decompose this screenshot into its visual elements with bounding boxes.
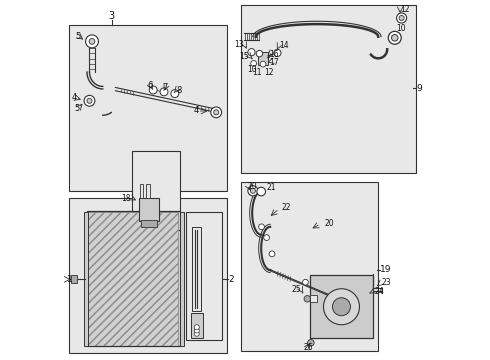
Text: 2: 2 — [228, 275, 234, 284]
Bar — [141, 220, 157, 227]
Text: 23: 23 — [381, 278, 391, 287]
Circle shape — [194, 331, 199, 336]
Text: 4: 4 — [72, 93, 77, 102]
Bar — [71, 275, 77, 283]
Text: 18: 18 — [122, 194, 131, 202]
Bar — [310, 295, 317, 302]
Text: 19: 19 — [380, 266, 392, 275]
Circle shape — [251, 60, 257, 66]
Text: 24: 24 — [374, 287, 384, 296]
Bar — [180, 212, 184, 346]
Circle shape — [333, 298, 350, 316]
Text: 13: 13 — [234, 40, 244, 49]
Text: 10: 10 — [247, 65, 257, 74]
Circle shape — [89, 39, 95, 44]
Circle shape — [399, 15, 404, 21]
Circle shape — [388, 31, 401, 44]
Text: 21: 21 — [267, 184, 276, 193]
Circle shape — [323, 289, 360, 325]
Text: 20: 20 — [248, 182, 258, 191]
Circle shape — [248, 186, 258, 196]
Circle shape — [214, 110, 219, 115]
Text: 17: 17 — [270, 58, 279, 67]
Text: 10: 10 — [396, 24, 406, 33]
Text: 8: 8 — [176, 86, 182, 95]
Circle shape — [392, 35, 398, 41]
Circle shape — [87, 98, 92, 103]
Text: 3: 3 — [109, 11, 115, 21]
Text: 5: 5 — [74, 104, 79, 113]
Bar — [69, 25, 227, 191]
Text: 26: 26 — [303, 343, 313, 352]
Bar — [186, 212, 221, 340]
Text: 12: 12 — [265, 68, 274, 77]
Circle shape — [274, 49, 281, 57]
Text: 4: 4 — [194, 107, 199, 116]
Bar — [242, 5, 416, 173]
Circle shape — [303, 279, 308, 285]
Text: 12: 12 — [400, 5, 410, 14]
Bar — [146, 184, 149, 198]
Circle shape — [160, 88, 168, 96]
Circle shape — [257, 187, 266, 196]
Circle shape — [149, 86, 157, 94]
Text: 16: 16 — [270, 50, 279, 59]
Bar — [84, 212, 88, 346]
Text: 5: 5 — [75, 32, 80, 41]
Text: 1: 1 — [67, 275, 73, 284]
Circle shape — [396, 13, 407, 23]
Bar — [87, 211, 180, 346]
Bar — [310, 275, 373, 338]
Text: 6: 6 — [147, 81, 152, 90]
Circle shape — [256, 50, 263, 57]
Circle shape — [84, 95, 95, 106]
Circle shape — [211, 107, 221, 118]
Bar — [139, 198, 159, 221]
Circle shape — [304, 296, 311, 302]
Circle shape — [250, 188, 255, 193]
Circle shape — [264, 235, 270, 240]
Circle shape — [269, 251, 275, 257]
Circle shape — [171, 90, 179, 98]
Text: 14: 14 — [280, 41, 289, 50]
Bar — [242, 182, 378, 351]
Bar — [88, 212, 178, 346]
Text: 7: 7 — [162, 83, 168, 92]
Circle shape — [194, 325, 199, 330]
Circle shape — [248, 49, 255, 56]
Bar — [191, 313, 202, 338]
Circle shape — [86, 35, 98, 48]
Text: 22: 22 — [281, 202, 291, 212]
Circle shape — [259, 224, 265, 230]
Text: 9: 9 — [416, 84, 422, 93]
Bar — [69, 198, 227, 353]
Bar — [192, 227, 201, 311]
Text: 25: 25 — [291, 285, 301, 294]
Text: 11: 11 — [252, 68, 261, 77]
Text: 20: 20 — [324, 219, 334, 228]
Circle shape — [308, 339, 314, 346]
Text: 15: 15 — [240, 52, 249, 61]
Bar — [258, 52, 268, 65]
Circle shape — [194, 328, 199, 333]
Bar — [132, 151, 180, 230]
Bar — [140, 184, 144, 198]
Circle shape — [260, 61, 266, 67]
